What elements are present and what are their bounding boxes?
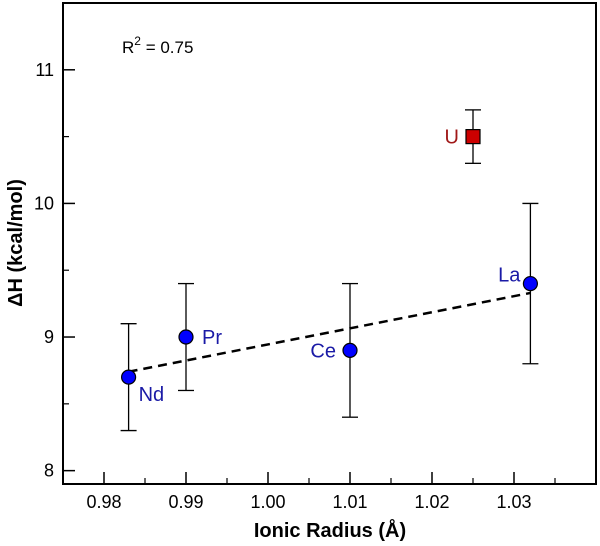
plot-frame	[62, 2, 597, 485]
data-point-square	[465, 129, 481, 145]
y-tick-label: 8	[44, 461, 54, 481]
r-squared-annotation: R2 = 0.75	[122, 34, 193, 57]
fit-layer	[128, 291, 531, 373]
x-tick-label: 0.98	[86, 492, 121, 512]
x-axis-title: Ionic Radius (Å)	[254, 518, 406, 542]
point-label: U	[445, 127, 459, 149]
point-label: Pr	[202, 327, 222, 349]
point-label: Nd	[139, 384, 165, 406]
y-tick-label: 11	[35, 60, 54, 80]
r-squared-superscript: 2	[134, 34, 141, 48]
x-tick-label: 1.01	[332, 492, 367, 512]
data-point-circle	[522, 275, 539, 292]
point-label: La	[498, 265, 521, 287]
x-tick-label: 1.02	[414, 492, 449, 512]
x-tick-label: 1.03	[496, 492, 531, 512]
r-squared-value: = 0.75	[141, 38, 193, 57]
marks-layer: Nd Pr Ce La U	[120, 109, 539, 432]
x-tick-label: 1.00	[250, 492, 285, 512]
axes: 0.98 0.99 1.00 1.01 1.02 1.03 8 9 10 11	[34, 2, 597, 512]
data-point-circle	[121, 369, 137, 385]
x-tick-label: 0.99	[168, 492, 203, 512]
fit-line	[128, 291, 531, 373]
point-label: Ce	[310, 340, 336, 362]
data-point-circle	[342, 342, 358, 358]
y-axis-title: ΔH (kcal/mol)	[5, 179, 27, 307]
y-tick-label: 10	[34, 193, 54, 213]
data-point-circle	[178, 329, 194, 345]
y-tick-label: 9	[44, 327, 54, 347]
r-squared-prefix: R	[122, 38, 134, 57]
